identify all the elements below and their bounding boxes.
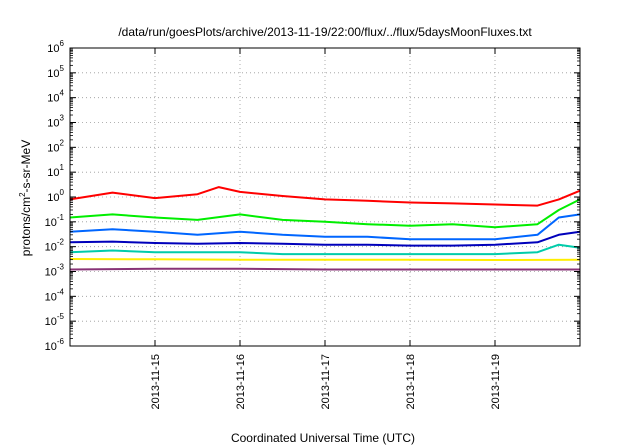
y-axis-label-rest: -s-sr-MeV — [19, 140, 33, 193]
y-axis-label-base: protons/cm — [19, 197, 33, 256]
y-tick-label: 101 — [47, 163, 64, 179]
y-tick-label: 10-1 — [45, 213, 65, 229]
x-tick-label: 2013-11-17 — [320, 354, 332, 409]
series-layer — [69, 186, 581, 271]
y-tick-label: 10-6 — [45, 337, 65, 353]
series-line-3 — [69, 213, 581, 241]
series-line-4 — [69, 230, 581, 247]
y-tick-label: 100 — [47, 188, 64, 204]
series-line-6 — [69, 258, 581, 261]
y-tick-label: 10-2 — [45, 238, 65, 254]
y-tick-label: 102 — [47, 138, 64, 154]
series-line-2 — [69, 198, 581, 229]
y-axis-label-sup: 2 — [18, 192, 27, 197]
y-tick-label: 10-3 — [45, 263, 65, 279]
y-tick-label: 106 — [47, 39, 64, 55]
y-tick-label: 10-4 — [45, 287, 65, 303]
y-tick-label: 104 — [47, 89, 64, 105]
axis-ticks: 10-6 10-5 10-4 10-3 10-2 10-1 100 101 102 103 104 1… — [45, 39, 580, 409]
x-tick-label: 2013-11-15 — [150, 354, 162, 409]
y-tick-label: 10-5 — [45, 312, 65, 328]
x-axis-label: Coordinated Universal Time (UTC) — [231, 431, 415, 445]
series-line-5 — [69, 243, 581, 256]
grid-lines — [70, 48, 580, 346]
series-line-7 — [69, 267, 580, 271]
x-tick-label: 2013-11-19 — [490, 354, 502, 409]
y-axis-label: protons/cm2-s-sr-MeV — [18, 140, 33, 256]
series-line-1 — [69, 186, 581, 207]
y-tick-label: 103 — [47, 114, 64, 130]
x-tick-label: 2013-11-16 — [235, 354, 247, 409]
chart-title: /data/run/goesPlots/archive/2013-11-19/2… — [118, 25, 532, 39]
y-tick-label: 105 — [47, 64, 64, 80]
x-tick-label: 2013-11-18 — [405, 354, 417, 409]
